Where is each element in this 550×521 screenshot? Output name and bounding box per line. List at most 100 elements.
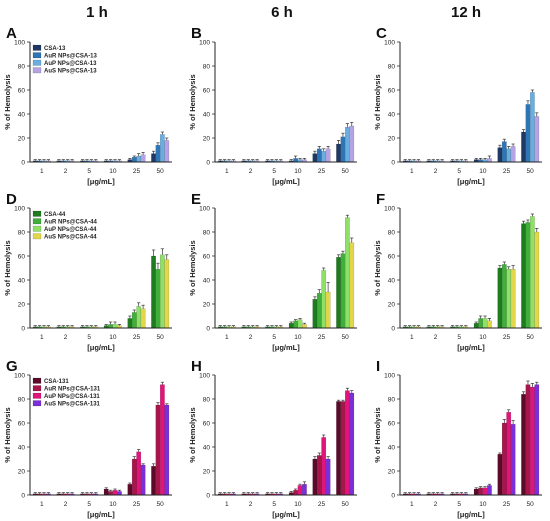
x-tick-label: 5 [87, 168, 91, 175]
bar [501, 264, 507, 329]
y-axis-label: % of Hemolysis [188, 407, 197, 462]
bar [160, 384, 165, 496]
y-tick-label: 20 [388, 301, 396, 308]
panel-letter-d: D [6, 191, 17, 208]
y-axis-label: % of Hemolysis [373, 74, 382, 129]
bar [297, 319, 303, 329]
y-axis-label: % of Hemolysis [188, 74, 197, 129]
y-tick-label: 100 [14, 39, 25, 46]
y-tick-label: 20 [203, 301, 211, 308]
y-axis-label: % of Hemolysis [373, 407, 382, 462]
x-tick-label: 2 [64, 501, 68, 508]
panel-letter-b: B [191, 25, 202, 42]
x-tick-label: 10 [479, 501, 487, 508]
x-axis-label: [μg/mL] [457, 510, 485, 519]
x-tick-label: 10 [109, 168, 117, 175]
bar [325, 291, 331, 329]
bar [131, 157, 137, 163]
bar [534, 231, 540, 329]
bar [525, 384, 531, 496]
bar [501, 422, 507, 496]
x-tick-label: 25 [503, 501, 511, 508]
x-tick-label: 50 [527, 334, 535, 341]
x-axis-label: [μg/mL] [457, 177, 485, 186]
y-tick-label: 100 [384, 372, 395, 379]
x-tick-label: 1 [40, 334, 44, 341]
bar [497, 267, 503, 329]
bar [108, 491, 113, 496]
x-tick-label: 1 [40, 168, 44, 175]
bar [349, 242, 355, 329]
x-tick-label: 1 [40, 501, 44, 508]
y-tick-label: 80 [203, 63, 211, 70]
panel-letter-f: F [376, 191, 385, 208]
y-tick-label: 60 [203, 420, 211, 427]
bar [325, 458, 331, 496]
bar [164, 404, 170, 496]
y-tick-label: 80 [388, 63, 396, 70]
bar [321, 270, 327, 329]
bar [345, 390, 350, 496]
bar [293, 158, 298, 163]
y-tick-label: 40 [388, 277, 396, 284]
column-title-6h: 6 h [271, 4, 293, 21]
y-tick-label: 20 [388, 135, 396, 142]
y-tick-label: 0 [391, 492, 395, 499]
x-tick-label: 1 [410, 168, 414, 175]
x-tick-label: 5 [457, 334, 461, 341]
legend-label: AuS NPs@CSA-131 [44, 402, 101, 408]
x-tick-label: 10 [109, 501, 117, 508]
y-tick-label: 40 [18, 111, 26, 118]
bar [482, 318, 488, 329]
bar [336, 143, 341, 163]
bar [521, 223, 526, 329]
bar [316, 455, 322, 496]
bar [103, 488, 109, 496]
bar [521, 394, 526, 496]
bar [340, 253, 346, 329]
y-tick-label: 80 [388, 229, 396, 236]
y-tick-label: 0 [391, 325, 395, 332]
x-axis-label: [μg/mL] [457, 343, 485, 352]
bar [151, 153, 156, 163]
bar [293, 320, 298, 329]
bar [349, 125, 355, 163]
y-tick-label: 100 [384, 205, 395, 212]
bar [164, 140, 170, 163]
legend-swatch [32, 400, 42, 407]
legend-label: AuP NPs@CSA-44 [44, 227, 97, 233]
bar [151, 255, 156, 329]
bar [501, 141, 507, 163]
bar [336, 401, 341, 496]
legend-swatch [32, 210, 42, 217]
bar [345, 127, 350, 163]
bar [345, 217, 350, 329]
bar [473, 323, 479, 329]
legend-swatch [32, 385, 42, 392]
bar [151, 466, 156, 496]
bar [506, 269, 512, 329]
y-tick-label: 100 [14, 372, 25, 379]
x-axis-label: [μg/mL] [87, 343, 115, 352]
bar [160, 134, 165, 163]
x-tick-label: 5 [272, 334, 276, 341]
y-tick-label: 60 [18, 420, 26, 427]
legend-swatch [32, 44, 42, 51]
bar [131, 458, 137, 496]
y-tick-label: 60 [203, 253, 211, 260]
bar [506, 148, 512, 163]
y-tick-label: 20 [18, 135, 26, 142]
x-tick-label: 2 [434, 168, 438, 175]
bar [530, 386, 535, 496]
y-tick-label: 0 [206, 492, 210, 499]
bar [140, 154, 146, 163]
y-tick-label: 80 [388, 396, 396, 403]
x-tick-label: 2 [434, 334, 438, 341]
y-tick-label: 80 [18, 396, 26, 403]
bar [534, 116, 540, 163]
x-tick-label: 50 [342, 334, 350, 341]
